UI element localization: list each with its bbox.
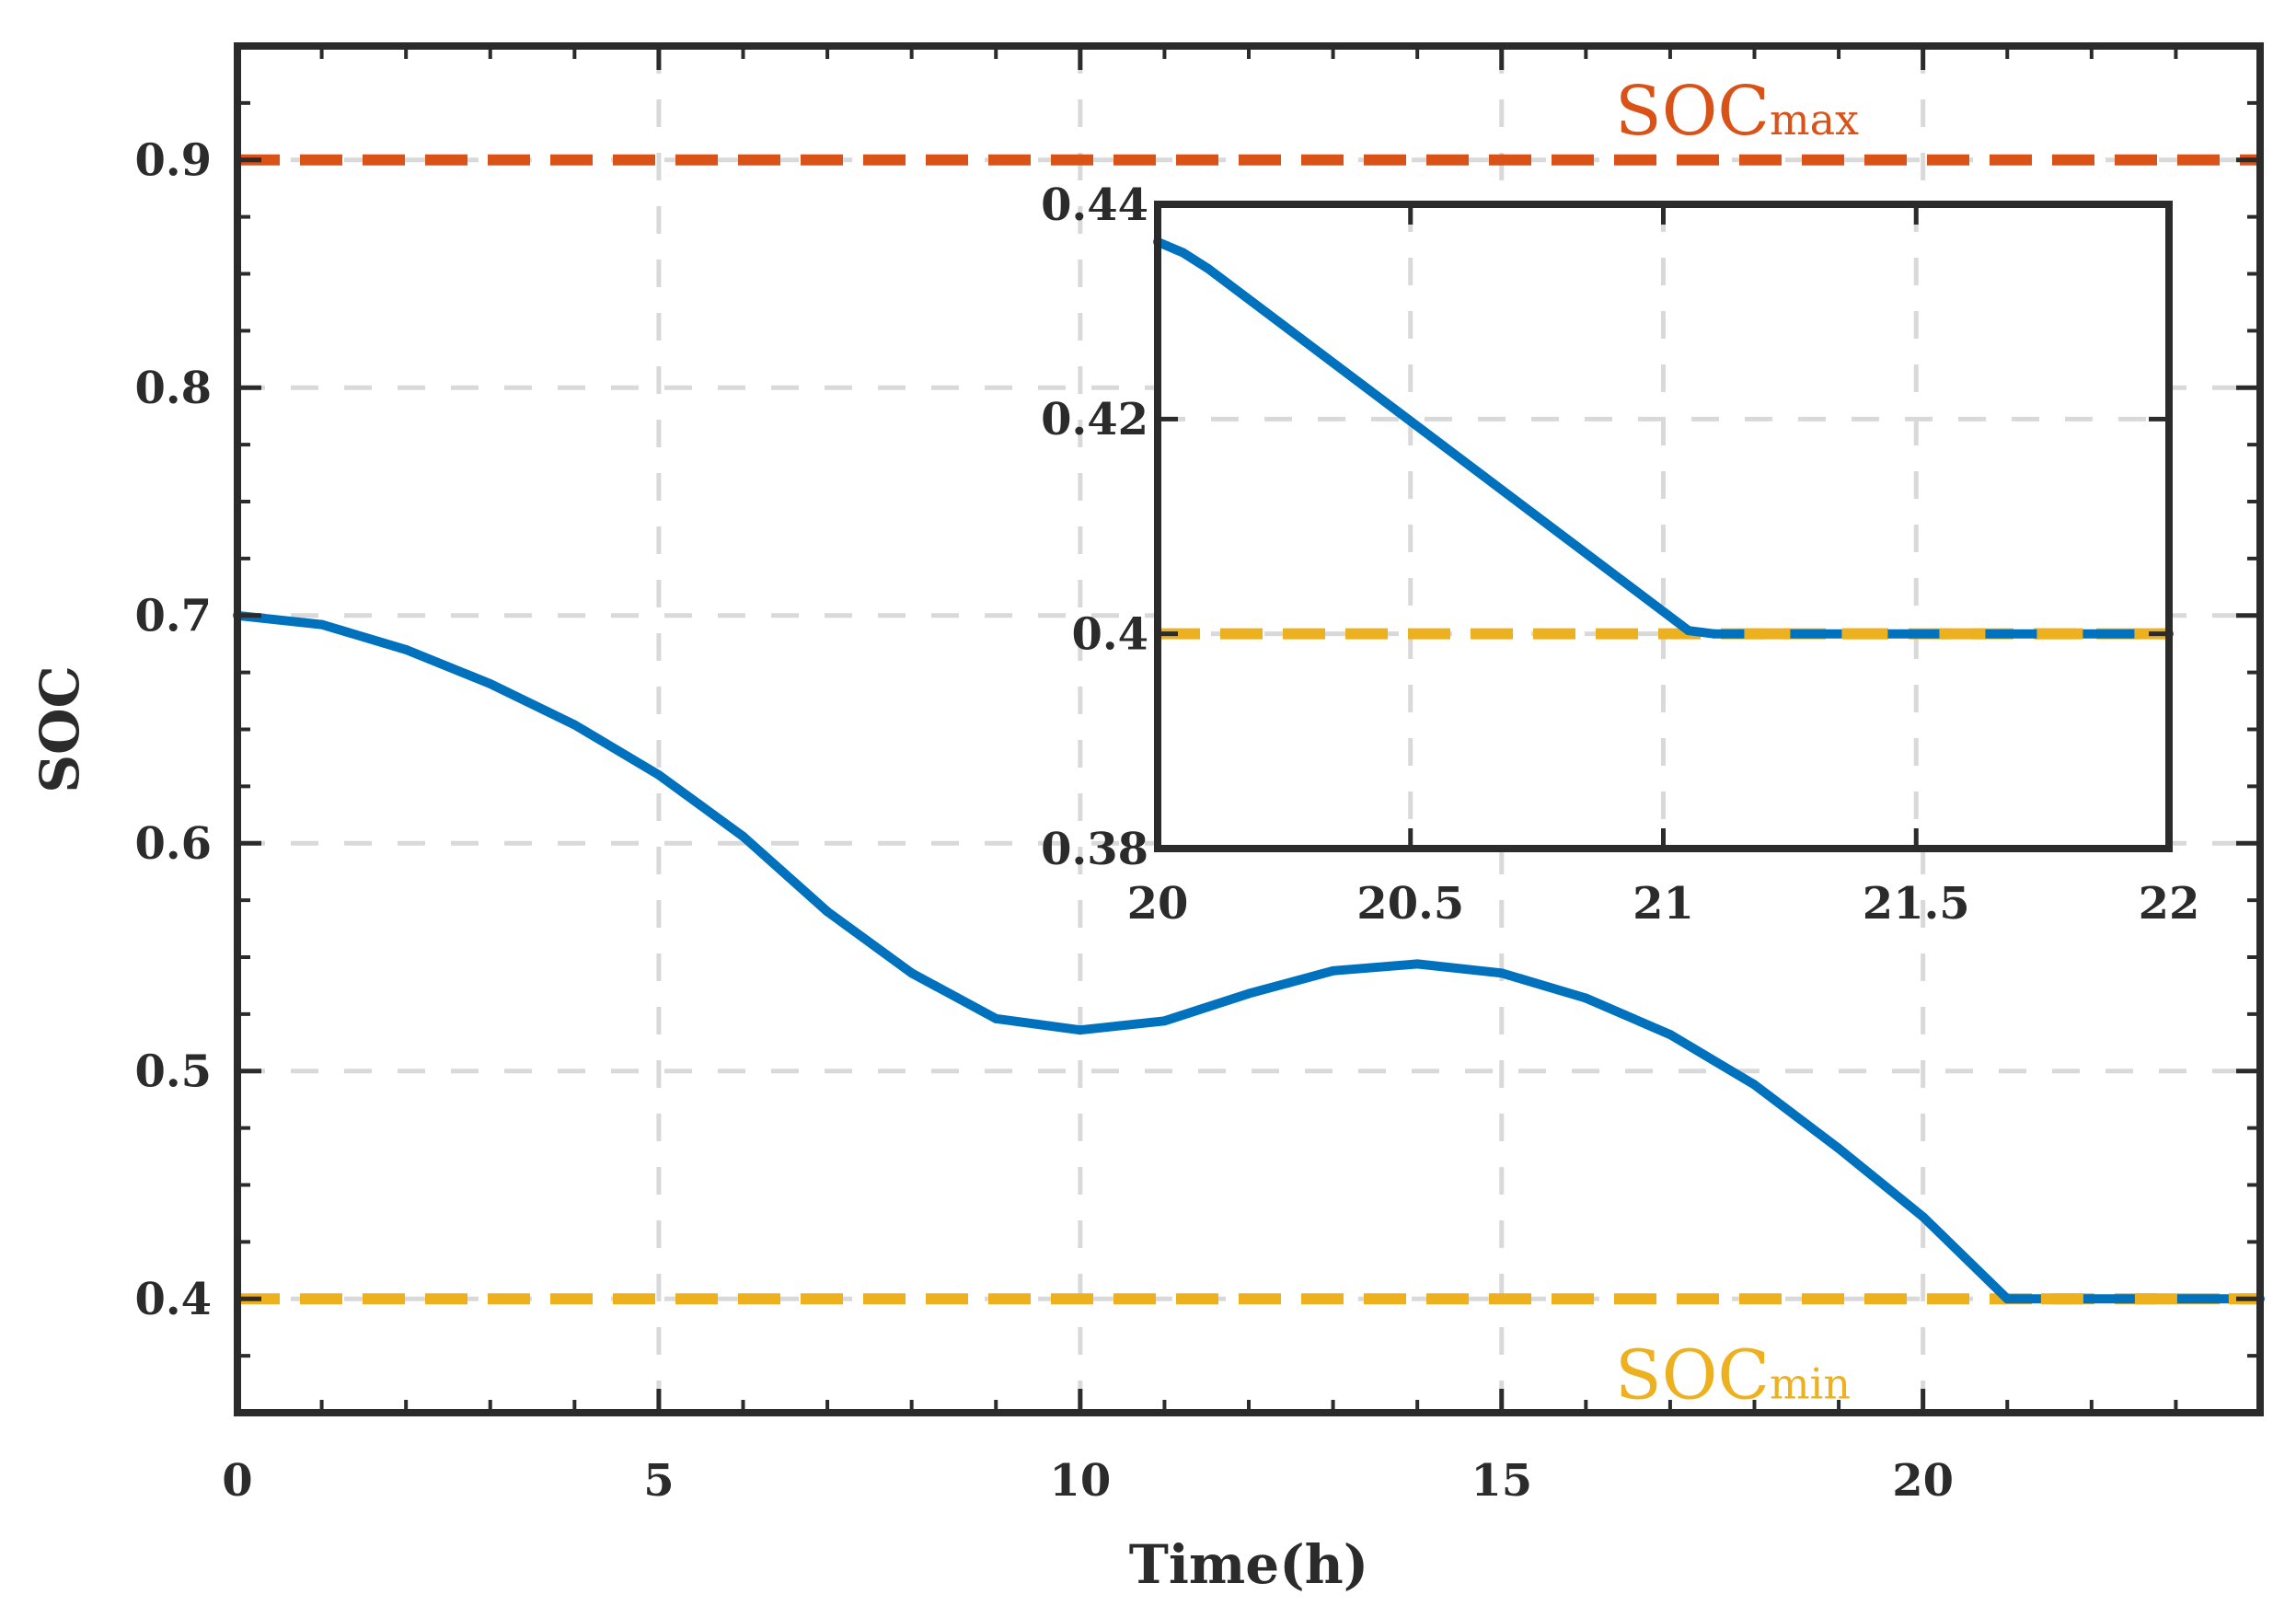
main-x-tick-label: 5 [643, 1455, 674, 1507]
main-data-point [823, 907, 833, 917]
main-data-point [1413, 959, 1423, 969]
inset-y-tick-label: 0.42 [1041, 394, 1148, 445]
main-data-point [1244, 988, 1253, 999]
inset-x-tick-label: 21 [1633, 878, 1694, 930]
main-data-point [1328, 965, 1338, 976]
main-data-point [1075, 1025, 1085, 1035]
main-data-point [2002, 1294, 2013, 1304]
inset-data-point [1203, 264, 1213, 273]
inset-data-point [1178, 248, 1188, 258]
main-y-tick-label: 0.4 [134, 1274, 212, 1325]
main-data-point [653, 770, 663, 780]
main-data-point [1160, 1016, 1170, 1026]
main-x-tick-label: 0 [222, 1455, 252, 1507]
main-data-point [2086, 1294, 2096, 1304]
inset-x-tick-label: 22 [2139, 878, 2200, 930]
inset-data-point [1709, 629, 1719, 639]
main-x-tick-label: 15 [1471, 1455, 1532, 1507]
x-axis-title: Time(h) [1129, 1533, 1369, 1596]
soc-label-min: SOCmin [1615, 1335, 1851, 1415]
main-data-point [991, 1013, 1001, 1023]
inset-x-tick-label: 21.5 [1863, 878, 1970, 930]
main-data-point [1496, 968, 1506, 978]
main-y-tick-label: 0.9 [134, 135, 212, 187]
inset-axes: 20 20.5 21 21.5 22 0.38 0.4 0.42 0.44 [1041, 179, 2199, 930]
soc-label-sub: min [1770, 1358, 1851, 1408]
main-data-point [1918, 1212, 1928, 1222]
soc-label-main: SOC [1615, 1335, 1770, 1415]
inset-y-tick-label: 0.44 [1041, 179, 1148, 231]
main-x-tick-label: 20 [1892, 1455, 1954, 1507]
inset-x-tick-label: 20 [1127, 878, 1189, 930]
inset-x-tick-label: 20.5 [1356, 878, 1464, 930]
main-y-tick-label: 0.5 [134, 1046, 212, 1098]
main-frame [234, 42, 2264, 1416]
main-data-point [1834, 1143, 1844, 1153]
main-data-point [1665, 1030, 1675, 1040]
soc-label-main: SOC [1615, 72, 1770, 151]
main-data-point [401, 644, 411, 654]
main-data-point [485, 679, 495, 688]
main-data-point [1749, 1080, 1759, 1090]
main-y-tick-label: 0.7 [134, 591, 212, 642]
soc-label-sub: max [1770, 95, 1859, 144]
y-axis-title: SOC [29, 665, 91, 793]
main-x-tick-label: 10 [1049, 1455, 1111, 1507]
main-data-point [1581, 993, 1591, 1003]
main-data-point [738, 831, 748, 841]
main-y-tick-label: 0.6 [134, 818, 212, 870]
inset-y-tick-label: 0.38 [1041, 824, 1148, 875]
main-data-point [906, 968, 917, 978]
inset-y-tick-label: 0.4 [1071, 608, 1148, 660]
main-data-point [317, 619, 327, 630]
main-y-tick-label: 0.8 [134, 363, 212, 414]
main-data-point [570, 720, 580, 730]
inset-data-point [1683, 626, 1693, 636]
soc-label-max: SOCmax [1615, 72, 1859, 151]
